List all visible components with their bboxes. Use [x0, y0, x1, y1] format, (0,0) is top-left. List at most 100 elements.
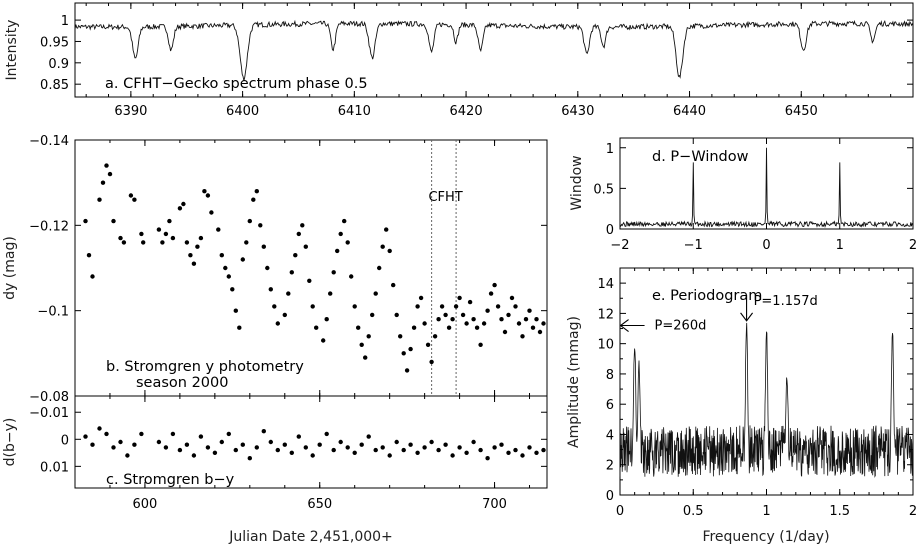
panel-e-title: e. Periodogram: [652, 288, 762, 304]
data-point-b: [516, 321, 522, 326]
arrow-260d-head: [619, 319, 629, 332]
panel-d-title: d. P−Window: [652, 149, 749, 165]
data-point-b: [216, 227, 221, 232]
x-tick-label-e: 0: [616, 504, 624, 519]
data-point-c: [394, 439, 399, 445]
panel-c-title: c. Stromgren b−y: [106, 472, 235, 488]
data-point-b: [520, 334, 525, 339]
data-point-c: [296, 434, 301, 439]
data-point-b: [474, 325, 480, 330]
x-tick-label-d: 0: [762, 238, 770, 253]
data-point-b: [170, 235, 176, 241]
data-point-b: [324, 317, 329, 322]
data-point-c: [387, 453, 392, 458]
data-point-b: [342, 218, 347, 224]
data-point-c: [464, 450, 469, 455]
y-tick-label-b: −0.08: [29, 390, 69, 405]
data-point-c: [527, 445, 532, 450]
data-point-c: [513, 447, 518, 453]
data-point-b: [331, 270, 336, 275]
spectrum-line: [74, 19, 914, 81]
window-line: [619, 147, 913, 229]
data-point-b: [226, 274, 231, 279]
data-point-c: [436, 447, 441, 453]
data-point-b: [83, 218, 88, 224]
data-point-c: [97, 426, 102, 431]
data-point-b: [90, 274, 95, 279]
data-point-c: [282, 442, 287, 447]
data-point-c: [471, 439, 476, 445]
data-point-c: [240, 442, 245, 447]
data-point-b: [391, 282, 396, 288]
data-point-c: [380, 445, 385, 450]
data-point-b: [335, 248, 340, 254]
data-point-b: [530, 325, 536, 330]
data-point-b: [481, 321, 487, 326]
x-tick-label-d: 2: [909, 238, 917, 253]
x-tick-label-e: 1.5: [829, 504, 850, 519]
data-point-b: [509, 295, 515, 301]
data-point-c: [506, 450, 511, 455]
data-point-c: [401, 447, 406, 453]
x-tick-label-d: −2: [610, 238, 629, 253]
panel-a-title: a. CFHT−Gecko spectrum phase 0.5: [105, 76, 368, 92]
panel-a-spectrum: 6390 6400 6410 6420 6430 6440 6450 1 0.95 0.9 0.85…: [4, 2, 914, 119]
data-point-b: [443, 312, 448, 318]
data-point-b: [478, 342, 483, 347]
data-point-b: [310, 304, 315, 309]
data-point-c: [233, 447, 238, 453]
data-point-b: [370, 312, 375, 318]
data-point-b: [387, 248, 392, 254]
data-point-b: [446, 325, 452, 330]
data-point-c: [338, 439, 343, 445]
data-point-b: [188, 253, 193, 258]
data-point-c: [156, 439, 162, 445]
data-point-b: [352, 304, 357, 309]
data-point-c: [415, 450, 420, 455]
data-point-b: [527, 308, 532, 313]
data-point-c: [310, 453, 315, 458]
data-point-b: [132, 197, 137, 202]
data-point-b: [254, 189, 259, 194]
data-point-b: [265, 265, 270, 271]
data-point-b: [384, 227, 389, 232]
data-point-b: [141, 240, 146, 245]
data-point-b: [464, 321, 469, 326]
data-point-c: [254, 445, 259, 450]
data-point-b: [300, 223, 305, 228]
data-point-b: [128, 193, 134, 198]
y-tick-label-c: −0.01: [29, 406, 69, 421]
data-point-c: [83, 434, 88, 439]
data-point-b: [541, 321, 546, 326]
data-point-b: [121, 240, 127, 245]
x-tick-label-e: 2: [909, 504, 917, 519]
data-point-c: [191, 453, 197, 458]
data-point-b: [418, 295, 424, 301]
data-point-b: [86, 253, 92, 258]
data-point-b: [488, 291, 494, 296]
data-point-b: [251, 197, 256, 202]
y-tick-label-d: 0: [606, 223, 614, 238]
y-tick-label-e: 8: [606, 368, 614, 383]
data-point-c: [198, 434, 204, 439]
data-point-c: [184, 442, 190, 447]
x-tick-label-d: −1: [684, 238, 703, 253]
data-point-b: [195, 244, 200, 249]
data-point-b: [485, 308, 490, 313]
y-axis-label-e: Amplitude (mmag): [566, 316, 582, 448]
data-point-c: [443, 442, 448, 447]
y-tick-label-e: 14: [597, 277, 614, 292]
y-tick-label-e: 2: [606, 459, 614, 474]
data-point-b: [307, 278, 312, 283]
y-tick-label-e: 4: [606, 428, 614, 443]
data-point-c: [275, 447, 280, 453]
data-point-c: [331, 447, 336, 453]
data-point-c: [478, 447, 483, 453]
data-point-b: [380, 244, 385, 249]
y-tick-label-e: 12: [597, 307, 614, 322]
data-point-b: [219, 253, 224, 258]
y-axis-label-a: Intensity: [4, 20, 20, 81]
panel-b-y-photometry: CFHT −0.14 −0.12 −0.1 −0.08 dy (mag) b. Stromg…: [2, 134, 548, 405]
y-tick-label-e: 0: [606, 489, 614, 504]
data-point-b: [345, 240, 350, 245]
